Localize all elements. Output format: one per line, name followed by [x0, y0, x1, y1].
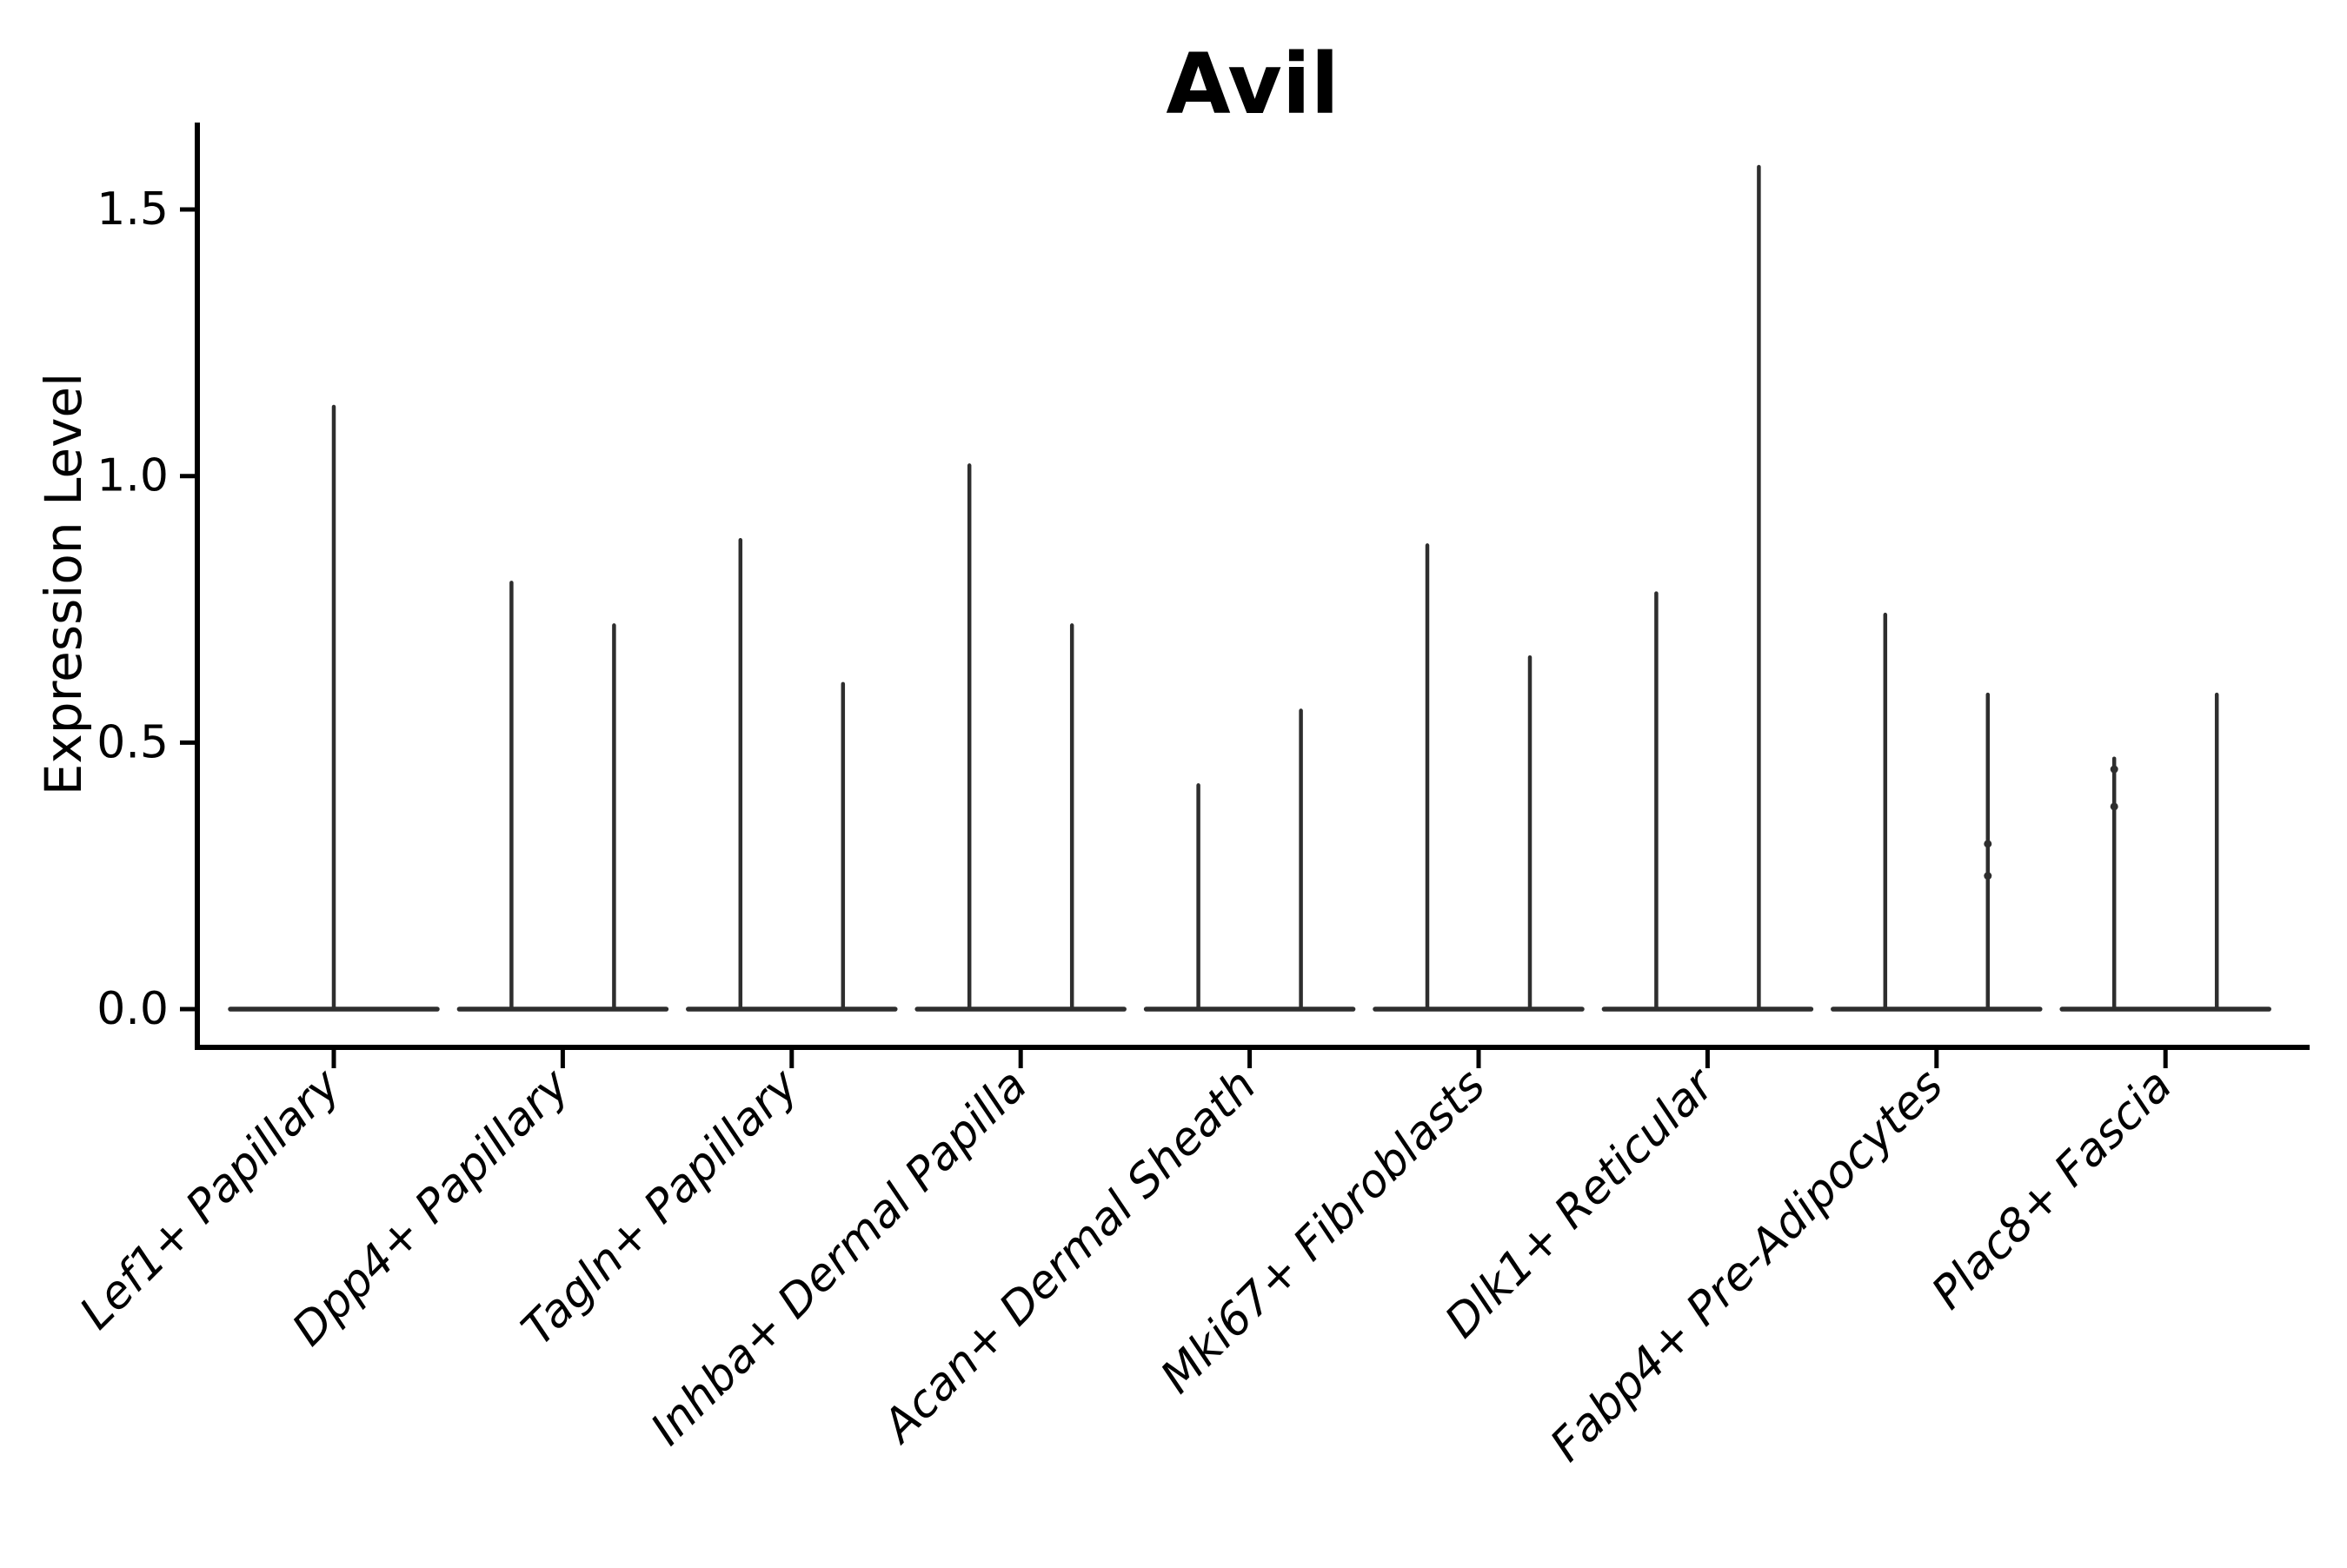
cell-point	[2110, 765, 2118, 774]
y-tick-label: 0.0	[96, 983, 169, 1035]
plot-title: Avil	[1166, 36, 1339, 133]
y-tick-label: 0.5	[96, 716, 169, 768]
x-tick-label: Acan+ Dermal Sheath	[872, 1060, 1267, 1454]
y-axis-title: Expression Level	[34, 373, 93, 795]
y-tick-label: 1.0	[96, 450, 169, 502]
x-tick-label: Plac8+ Fascia	[1922, 1060, 2182, 1319]
cell-point	[2110, 802, 2118, 811]
cell-point	[1984, 840, 1992, 848]
axes-layer	[180, 123, 2310, 1068]
x-tick-label: Fabp4+ Pre-Adipocytes	[1540, 1060, 1953, 1472]
y-tick-label: 1.5	[96, 183, 169, 236]
cell-point	[1984, 872, 1992, 880]
x-tick-label: Inhba+ Dermal Papilla	[642, 1060, 1038, 1456]
violin-layer	[228, 164, 2271, 1012]
